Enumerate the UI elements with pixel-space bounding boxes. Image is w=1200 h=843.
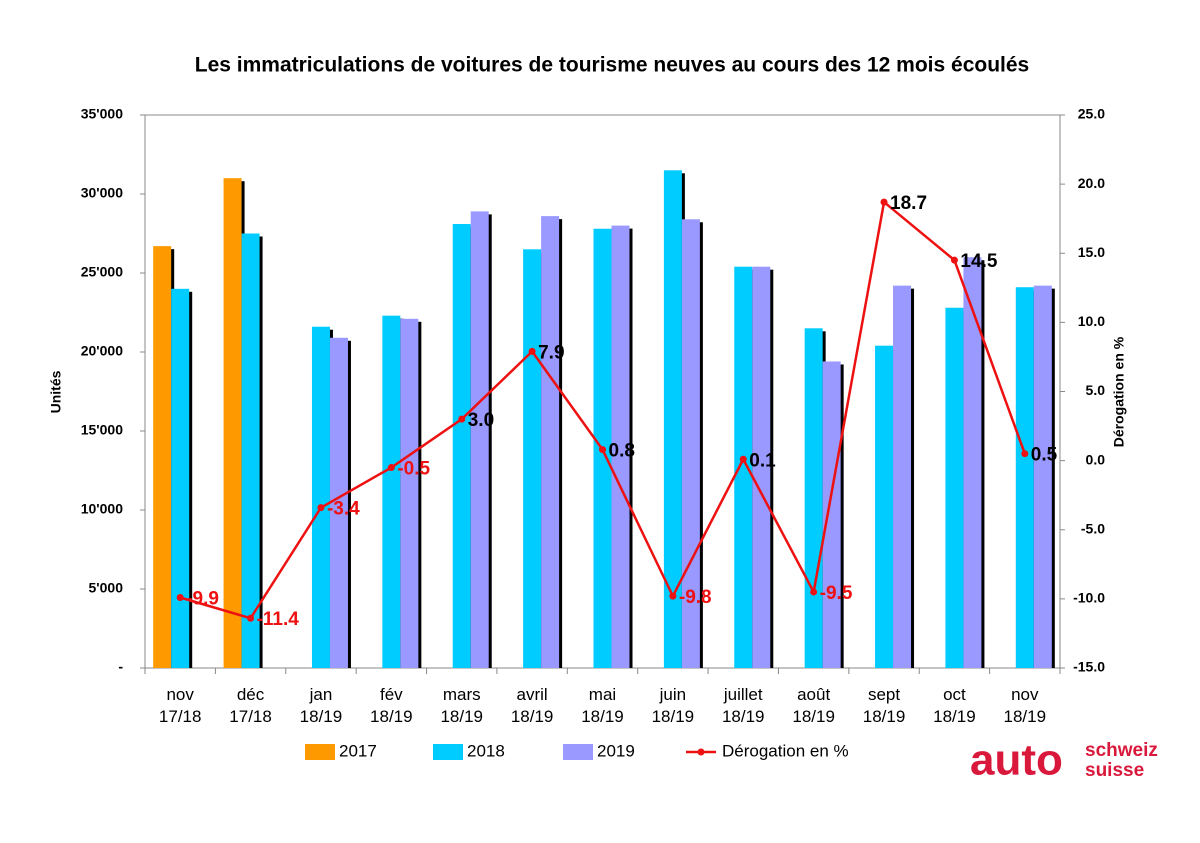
y-tick-label: 20'000: [81, 343, 123, 359]
y2-tick-label: -10.0: [1073, 590, 1105, 606]
data-label: 7.9: [538, 342, 564, 363]
x-tick-label: mars 18/19: [440, 685, 483, 726]
point: [528, 347, 536, 355]
data-label: 14.5: [960, 251, 997, 272]
data-label: -0.5: [397, 459, 430, 480]
x-tick-label: avril 18/19: [510, 685, 554, 726]
data-label: -9.8: [679, 587, 712, 608]
legend-label: 2019: [597, 741, 635, 760]
x-tick-label: déc 17/18: [229, 685, 272, 726]
point: [669, 592, 677, 600]
logo-main: auto: [970, 736, 1063, 785]
legend-label: 2018: [467, 741, 505, 760]
point: [1021, 450, 1029, 458]
y2-tick-label: 10.0: [1078, 313, 1105, 329]
data-label: 0.5: [1031, 445, 1058, 466]
y-axis-title: Unités: [48, 370, 64, 413]
bar: [752, 266, 771, 668]
bar: [171, 288, 190, 668]
legend-label: Dérogation en %: [722, 741, 849, 760]
bar: [945, 307, 964, 668]
bar: [963, 257, 982, 668]
x-tick-label: fév 18/19: [370, 685, 413, 726]
point: [247, 614, 255, 622]
bar: [1033, 285, 1052, 668]
y-tick-label: 25'000: [81, 264, 123, 280]
data-label: -9.5: [820, 583, 853, 604]
bar: [681, 219, 700, 668]
legend-swatch: [433, 744, 463, 760]
x-tick-label: jan 18/19: [299, 685, 343, 726]
x-tick-label: juillet 18/19: [721, 685, 765, 726]
bar: [804, 328, 823, 668]
bar: [541, 216, 560, 668]
legend-swatch: [305, 744, 335, 760]
y2-tick-label: 5.0: [1086, 382, 1106, 398]
data-label: -11.4: [257, 609, 300, 630]
point: [176, 593, 184, 601]
bar: [470, 211, 489, 668]
bar: [223, 178, 242, 668]
bar: [241, 233, 260, 668]
y-tick-label: 30'000: [81, 185, 123, 201]
point: [317, 504, 325, 512]
x-tick-label: nov 18/19: [1003, 685, 1047, 726]
data-label: -3.4: [327, 499, 360, 520]
point: [810, 588, 818, 596]
data-label: 18.7: [890, 193, 927, 214]
y-tick-label: -: [118, 659, 123, 675]
y2-tick-label: -5.0: [1081, 520, 1105, 536]
data-label: 0.8: [609, 441, 635, 462]
y2-tick-label: 15.0: [1078, 244, 1105, 260]
bar: [1015, 287, 1034, 668]
bar: [822, 361, 841, 668]
x-tick-label: nov 17/18: [158, 685, 202, 726]
bar: [329, 337, 348, 668]
bar: [311, 326, 330, 668]
y-tick-label: 35'000: [81, 106, 123, 122]
point: [599, 446, 606, 454]
bar: [611, 225, 630, 668]
bar: [400, 318, 419, 668]
legend-swatch: [563, 744, 593, 760]
x-tick-label: juin 18/19: [651, 685, 695, 726]
y-tick-label: 15'000: [81, 422, 123, 438]
point: [458, 415, 466, 423]
point: [387, 464, 395, 472]
y-tick-label: 5'000: [89, 580, 124, 596]
chart-title: Les immatriculations de voitures de tour…: [195, 54, 1029, 77]
bar: [663, 170, 682, 669]
data-label: 0.1: [749, 450, 776, 471]
x-tick-label: sept 18/19: [862, 685, 906, 726]
bar: [452, 224, 471, 668]
bar: [523, 249, 542, 669]
y2-tick-label: 25.0: [1078, 106, 1105, 122]
y2-axis-title: Dérogation en %: [1111, 336, 1127, 447]
x-tick-label: août 18/19: [792, 685, 835, 726]
data-label: 3.0: [468, 410, 494, 431]
y2-tick-label: 20.0: [1078, 175, 1105, 191]
bar: [153, 246, 172, 668]
bar: [893, 285, 912, 668]
point: [880, 198, 888, 206]
y2-tick-label: 0.0: [1086, 451, 1106, 467]
x-tick-label: mai 18/19: [581, 685, 624, 726]
point: [739, 455, 747, 463]
logo-line2: suisse: [1085, 760, 1144, 781]
bar: [382, 315, 401, 668]
bar: [734, 266, 753, 668]
y2-tick-label: -15.0: [1073, 659, 1105, 675]
x-tick-label: oct 18/19: [933, 685, 976, 726]
point: [950, 256, 958, 264]
logo-line1: schweiz: [1085, 740, 1158, 761]
data-label: -9.9: [186, 589, 219, 610]
legend-label: 2017: [339, 741, 377, 760]
y-tick-label: 10'000: [81, 501, 123, 517]
legend-point: [697, 748, 705, 756]
bar: [875, 345, 894, 668]
